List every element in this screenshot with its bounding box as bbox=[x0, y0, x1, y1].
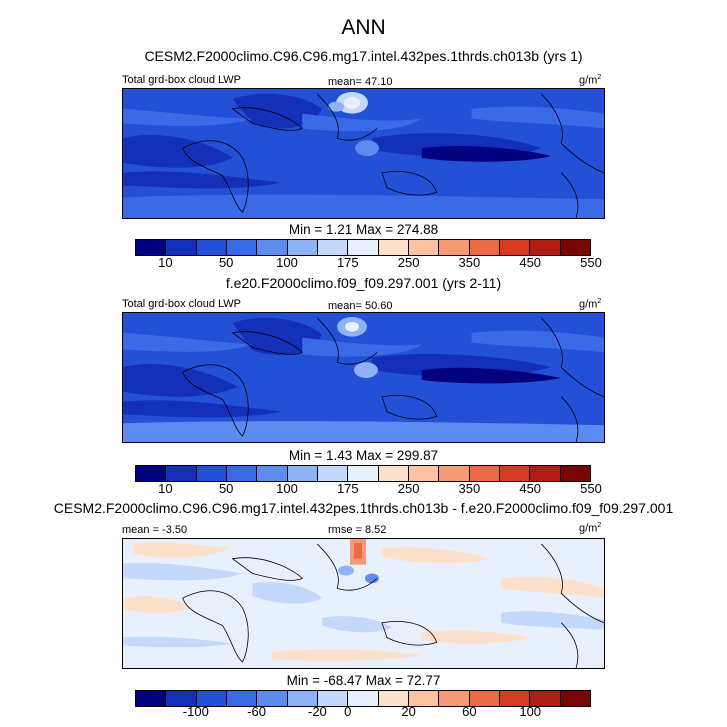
colorbar-absolute-2 bbox=[135, 465, 591, 482]
cbar3-swatch bbox=[166, 691, 197, 706]
cbar2-swatch bbox=[530, 466, 561, 481]
cbar2-swatch bbox=[136, 466, 167, 481]
colorbar-tick-label: 0 bbox=[344, 704, 352, 719]
colorbar-tick-label: 250 bbox=[397, 481, 420, 496]
cbar3-swatch bbox=[317, 691, 349, 706]
cbar1-swatch bbox=[317, 240, 349, 255]
figure-title: ANN bbox=[341, 16, 386, 39]
cbar3-swatch bbox=[439, 691, 470, 706]
cbar1-swatch bbox=[226, 240, 258, 255]
cbar1-swatch bbox=[439, 240, 470, 255]
cbar2-swatch bbox=[348, 466, 379, 481]
cbar1-swatch bbox=[287, 240, 318, 255]
colorbar-tick-label: 350 bbox=[458, 481, 481, 496]
colorbar-tick-label: -60 bbox=[247, 704, 266, 719]
colorbar-tick-label: -100 bbox=[182, 704, 209, 719]
panel2-units: g/m2 bbox=[579, 298, 602, 311]
panel3-case-title: CESM2.F2000climo.C96.C96.mg17.intel.432p… bbox=[53, 500, 674, 516]
cbar1-swatch bbox=[530, 240, 561, 255]
cbar3-swatch bbox=[530, 691, 561, 706]
cbar3-swatch bbox=[226, 691, 258, 706]
cbar1-swatch bbox=[196, 240, 227, 255]
colorbar-tick-label: 60 bbox=[462, 704, 477, 719]
cbar1-swatch bbox=[166, 240, 197, 255]
panel3-mean-label: mean = -3.50 bbox=[122, 524, 188, 536]
cbar2-swatch bbox=[560, 466, 590, 481]
cbar3-swatch bbox=[499, 691, 531, 706]
cbar1-swatch bbox=[257, 240, 288, 255]
colorbar-tick-label: 10 bbox=[158, 255, 173, 270]
colorbar-tick-label: 450 bbox=[519, 255, 542, 270]
cbar2-swatch bbox=[166, 466, 197, 481]
panel1-units: g/m2 bbox=[579, 74, 602, 87]
cbar3-swatch bbox=[257, 691, 288, 706]
cbar2-swatch bbox=[469, 466, 500, 481]
cbar3-swatch bbox=[196, 691, 227, 706]
cbar3-swatch bbox=[378, 691, 409, 706]
colorbar-tick-label: 250 bbox=[397, 255, 420, 270]
panel3-minmax: Min = -68.47 Max = 72.77 bbox=[286, 673, 441, 688]
colorbar-tick-label: 10 bbox=[158, 481, 173, 496]
colorbar-tick-label: 550 bbox=[580, 481, 602, 496]
cbar2-swatch bbox=[378, 466, 409, 481]
panel1-mean-label: mean= 47.10 bbox=[328, 76, 393, 88]
colorbar-tick-label: 20 bbox=[401, 704, 416, 719]
cbar2-swatch bbox=[499, 466, 531, 481]
colorbar-tick-label: 50 bbox=[218, 255, 234, 270]
panel2-minmax: Min = 1.43 Max = 299.87 bbox=[288, 448, 439, 463]
colorbar-tick-label: 350 bbox=[458, 255, 481, 270]
cbar3-swatch bbox=[348, 691, 379, 706]
panel3-rmse-label: rmse = 8.52 bbox=[328, 524, 387, 536]
panel2-map bbox=[122, 312, 605, 443]
colorbar-tick-label: 175 bbox=[336, 481, 359, 496]
cbar1-swatch bbox=[469, 240, 500, 255]
cbar2-swatch bbox=[439, 466, 470, 481]
cbar3-swatch bbox=[560, 691, 590, 706]
panel1-variable-label: Total grd-box cloud LWP bbox=[122, 74, 242, 86]
cbar2-swatch bbox=[226, 466, 258, 481]
colorbar-tick-label: 550 bbox=[580, 255, 602, 270]
cbar1-swatch bbox=[560, 240, 590, 255]
cbar3-swatch bbox=[408, 691, 440, 706]
cbar1-swatch bbox=[408, 240, 440, 255]
panel2-variable-label: Total grd-box cloud LWP bbox=[122, 298, 242, 310]
colorbar-difference bbox=[135, 690, 591, 707]
cbar2-swatch bbox=[257, 466, 288, 481]
cbar1-swatch bbox=[499, 240, 531, 255]
panel2-case-title: f.e20.F2000climo.f09_f09.297.001 (yrs 2-… bbox=[225, 275, 502, 291]
colorbar-tick-label: 100 bbox=[276, 255, 298, 270]
panel3-units: g/m2 bbox=[579, 522, 602, 535]
panel2-mean-label: mean= 50.60 bbox=[328, 300, 393, 312]
cbar1-swatch bbox=[378, 240, 409, 255]
colorbar-tick-label: 50 bbox=[218, 481, 234, 496]
cbar3-swatch bbox=[469, 691, 500, 706]
cbar1-swatch bbox=[348, 240, 379, 255]
panel3-map bbox=[122, 538, 605, 669]
panel1-case-title: CESM2.F2000climo.C96.C96.mg17.intel.432p… bbox=[144, 48, 583, 64]
colorbar-absolute-1 bbox=[135, 239, 591, 256]
cbar2-swatch bbox=[408, 466, 440, 481]
cbar3-swatch bbox=[287, 691, 318, 706]
cbar2-swatch bbox=[317, 466, 349, 481]
colorbar-tick-label: 450 bbox=[519, 481, 542, 496]
cbar1-swatch bbox=[136, 240, 167, 255]
cbar2-swatch bbox=[287, 466, 318, 481]
colorbar-tick-label: 100 bbox=[276, 481, 298, 496]
colorbar-tick-label: 100 bbox=[519, 704, 542, 719]
panel1-minmax: Min = 1.21 Max = 274.88 bbox=[288, 222, 439, 237]
colorbar-tick-label: 175 bbox=[336, 255, 359, 270]
cbar2-swatch bbox=[196, 466, 227, 481]
cbar3-swatch bbox=[136, 691, 167, 706]
panel1-map bbox=[122, 88, 605, 219]
colorbar-tick-label: -20 bbox=[307, 704, 327, 719]
